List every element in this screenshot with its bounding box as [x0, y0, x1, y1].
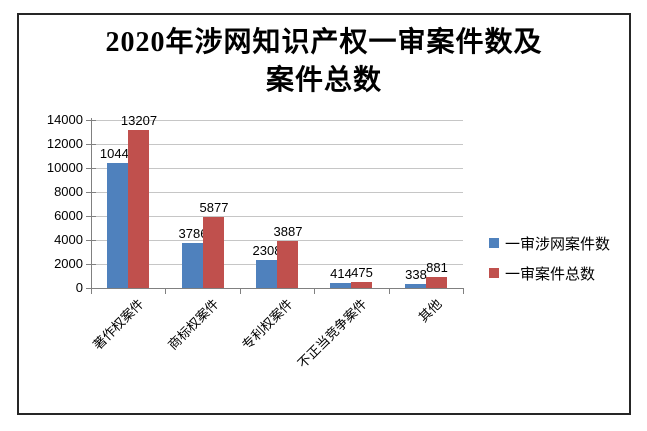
bar-一审案件总数-商标权案件 [203, 217, 224, 288]
bar-一审涉网案件数-其他 [405, 284, 426, 288]
chart-title-line1: 2020年涉网知识产权一审案件数及 [105, 27, 543, 58]
gridline [91, 144, 463, 145]
bar-一审涉网案件数-商标权案件 [182, 243, 203, 288]
x-axis-line [91, 288, 464, 289]
x-axis-tick [165, 288, 166, 294]
y-axis-tick-label: 12000 [46, 136, 83, 151]
bar-一审涉网案件数-专利权案件 [256, 260, 277, 288]
y-axis-tick-label: 4000 [54, 232, 83, 247]
bar-value-label: 881 [426, 260, 448, 275]
bar-value-label: 414 [330, 266, 352, 281]
legend-label: 一审案件总数 [505, 266, 596, 283]
legend-item: 一审涉网案件数 [489, 235, 611, 253]
legend-label: 一审涉网案件数 [505, 236, 611, 253]
gridline [91, 192, 463, 193]
chart-title: 2020年涉网知识产权一审案件数及 案件总数 [17, 24, 631, 100]
bar-value-label: 3887 [273, 224, 303, 239]
y-axis-tick-label: 10000 [46, 160, 83, 175]
legend-swatch-icon [489, 268, 499, 278]
bar-value-label: 338 [405, 267, 427, 282]
gridline [91, 120, 463, 121]
y-axis-tick-label: 2000 [54, 256, 83, 271]
y-axis-tick-label: 14000 [46, 112, 83, 127]
y-axis-tick-label: 0 [75, 280, 83, 295]
bar-一审案件总数-其他 [426, 277, 447, 288]
x-axis-tick [389, 288, 390, 294]
bar-value-label: 475 [351, 265, 373, 280]
x-axis-tick [463, 288, 464, 294]
gridline [91, 216, 463, 217]
bar-一审涉网案件数-不正当竞争案件 [330, 283, 351, 288]
chart-title-line2: 案件总数 [265, 65, 382, 96]
bar-一审案件总数-专利权案件 [277, 241, 298, 288]
y-axis-tick-label: 8000 [54, 184, 83, 199]
bar-value-label: 13207 [120, 113, 158, 128]
x-axis-tick [240, 288, 241, 294]
gridline [91, 168, 463, 169]
bar-一审涉网案件数-著作权案件 [107, 163, 128, 288]
bar-一审案件总数-不正当竞争案件 [351, 282, 372, 288]
legend-item: 一审案件总数 [489, 265, 610, 283]
x-axis-tick [314, 288, 315, 294]
y-axis-line [91, 118, 92, 288]
bar-一审案件总数-著作权案件 [128, 130, 149, 288]
x-axis-tick [91, 288, 92, 294]
bar-value-label: 5877 [199, 200, 229, 215]
bar-value-label: 10443 [99, 146, 137, 161]
bar-value-label: 2308 [252, 243, 282, 258]
legend-swatch-icon [489, 238, 499, 248]
y-axis-tick-label: 6000 [54, 208, 83, 223]
legend: 一审涉网案件数 一审案件总数 [489, 235, 610, 295]
bar-value-label: 3786 [178, 226, 208, 241]
gridline [91, 240, 463, 241]
